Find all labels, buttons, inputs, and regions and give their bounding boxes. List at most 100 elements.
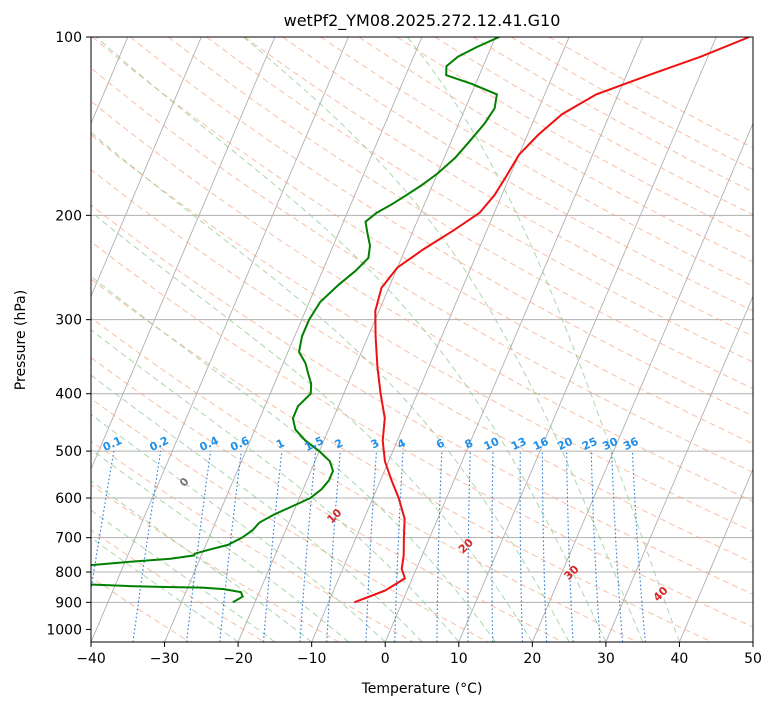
- dry-adiabat-line: [91, 134, 753, 533]
- mixing-ratio-line: [132, 451, 162, 642]
- dry-adiabat-line: [358, 37, 753, 263]
- x-tick-label: −30: [150, 651, 180, 667]
- mixing-ratio-line: [611, 451, 624, 642]
- background-lines: [91, 37, 753, 642]
- isotherm-line: [91, 37, 202, 298]
- dry-adiabat-line: [206, 37, 753, 363]
- mixing-ratio-line: [365, 451, 378, 642]
- isotherm-line: [458, 37, 717, 642]
- dry-adiabat-line: [91, 529, 265, 642]
- dry-adiabat-line: [91, 278, 713, 642]
- dry-adiabat-line: [91, 484, 340, 642]
- mixing-ratio-label: 6: [434, 436, 447, 451]
- dry-adiabat-line: [168, 37, 753, 390]
- moist-adiabat-line: [91, 131, 570, 642]
- mixing-ratio-line: [262, 451, 283, 642]
- dry-adiabat-line: [91, 356, 563, 642]
- mixing-ratio-label: 25: [580, 435, 599, 453]
- isotherm-line: [531, 122, 753, 642]
- axes: −40 −30 −20 −10 0 10 20 30 40 5010020030040050060…: [46, 30, 762, 667]
- x-tick-label: 0: [381, 651, 390, 667]
- mixing-ratio-line: [436, 451, 443, 642]
- x-tick-label: 50: [744, 651, 762, 667]
- mixing-ratio-label: 4: [395, 436, 408, 451]
- x-tick-label: −40: [76, 651, 106, 667]
- isotherm-line: [91, 37, 276, 471]
- y-tick-label: 100: [55, 30, 82, 46]
- moist-adiabat-line: [91, 537, 239, 642]
- mixing-ratio-label: 1: [274, 436, 286, 451]
- plot-frame: [90, 36, 754, 643]
- moist-adiabat-label: 40: [651, 584, 671, 604]
- x-tick-label: 10: [450, 651, 468, 667]
- moist-adiabat-label: 20: [456, 536, 476, 556]
- y-tick-label: 200: [55, 208, 82, 224]
- moist-adiabat-line: [95, 37, 607, 642]
- mixing-ratio-line: [566, 451, 574, 642]
- isotherm-line: [679, 467, 753, 642]
- mixing-ratio-label: 16: [531, 435, 551, 453]
- x-tick-label: 20: [523, 651, 541, 667]
- moist-adiabat-line: [91, 480, 313, 642]
- mixing-ratio-label: 8: [463, 436, 475, 451]
- mixing-ratio-label: 30: [601, 435, 621, 453]
- dry-adiabat-line: [472, 37, 753, 193]
- profile-lines: [91, 37, 750, 604]
- moist-adiabat-line: [91, 329, 460, 642]
- isotherm-line: [384, 37, 644, 642]
- y-tick-label: 700: [55, 531, 82, 547]
- dry-adiabat-line: [434, 37, 753, 216]
- x-tick-label: −10: [297, 651, 327, 667]
- chart-title: wetPf2_YM08.2025.272.12.41.G10: [284, 11, 561, 31]
- moist-adiabat-label: 0: [177, 475, 192, 490]
- dry-adiabat-line: [91, 397, 489, 642]
- isotherm-line: [752, 640, 753, 642]
- mixing-ratio-label: 10: [482, 435, 502, 453]
- isotherm-line: [164, 37, 423, 642]
- mixing-ratio-label: 3: [369, 436, 381, 451]
- moist-adiabat-line: [91, 275, 497, 642]
- dry-adiabat-line: [91, 241, 753, 628]
- isotherm-line: [605, 295, 753, 642]
- y-tick-label: 1000: [46, 622, 82, 638]
- mixing-ratio-line: [219, 451, 242, 642]
- moist-adiabat-line: [406, 37, 680, 642]
- dry-adiabat-line: [282, 37, 753, 312]
- mixing-ratio-line: [91, 451, 115, 594]
- y-tick-label: 800: [55, 565, 82, 581]
- x-axis-label: Temperature (°C): [361, 681, 483, 697]
- x-tick-label: 40: [671, 651, 689, 667]
- dry-adiabat-line: [510, 37, 753, 171]
- y-tick-label: 500: [55, 444, 82, 460]
- y-tick-label: 300: [55, 313, 82, 329]
- dry-adiabat-line: [91, 100, 753, 503]
- moist-adiabat-label: 10: [324, 506, 344, 526]
- moist-adiabat-line: [243, 37, 644, 642]
- x-tick-label: −20: [223, 651, 253, 667]
- temperature-profile-line: [353, 37, 750, 604]
- dry-adiabat-label: -10: [17, 426, 40, 449]
- y-tick-label: 900: [55, 595, 82, 611]
- mixing-ratio-line: [186, 451, 212, 642]
- dry-adiabat-line: [91, 204, 753, 595]
- isotherm-line: [237, 37, 496, 642]
- y-tick-label: 400: [55, 387, 82, 403]
- isopleth-labels: -100-90-80-70-60-50-40-30-20-100.10.20.4…: [17, 426, 671, 604]
- mixing-ratio-line: [491, 451, 494, 642]
- moist-adiabat-line: [91, 448, 349, 642]
- y-axis-label: Pressure (hPa): [13, 290, 29, 390]
- mixing-ratio-label: 13: [509, 435, 528, 453]
- dry-adiabat-line: [91, 440, 414, 642]
- dry-adiabat-line: [91, 576, 190, 642]
- x-tick-label: 30: [597, 651, 615, 667]
- y-tick-label: 600: [55, 491, 82, 507]
- moist-adiabat-line: [91, 211, 533, 642]
- moist-adiabat-line: [91, 374, 423, 642]
- dry-adiabat-line: [91, 317, 638, 642]
- mixing-ratio-label: 36: [621, 435, 641, 453]
- mixing-ratio-label: 20: [555, 435, 575, 453]
- mixing-ratio-line: [299, 451, 317, 642]
- isotherm-line: [91, 37, 349, 642]
- dewpoint-profile-line: [91, 37, 500, 604]
